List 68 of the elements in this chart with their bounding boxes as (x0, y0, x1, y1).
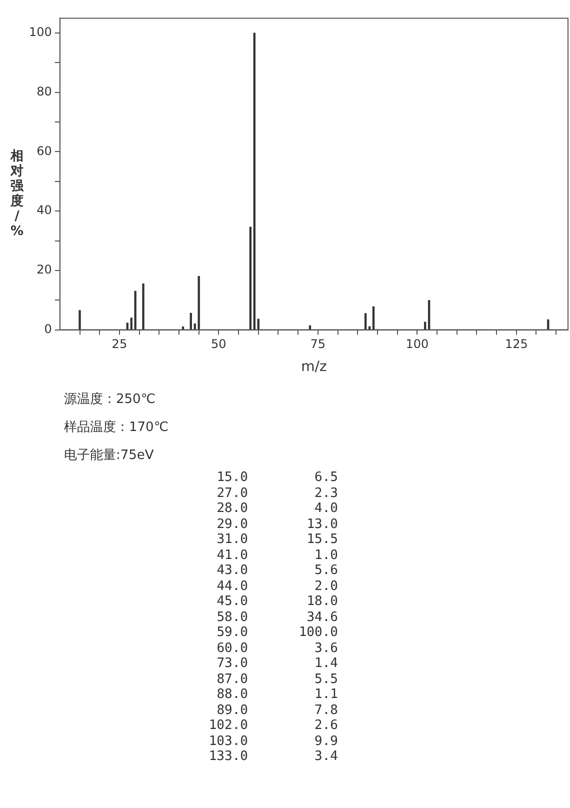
text: 1.0 (314, 548, 338, 563)
text: 4.0 (314, 501, 338, 516)
text: 13.0 (306, 516, 338, 532)
text: 9.9 (314, 734, 338, 749)
text: 7.8 (314, 702, 338, 718)
text: 41.0 (216, 548, 248, 563)
y-tick-label: 0 (44, 322, 52, 336)
text: 5.5 (314, 672, 338, 687)
bar (194, 324, 196, 330)
text: 103.0 (208, 734, 248, 749)
text: 3.6 (314, 640, 338, 656)
x-tick-label: 100 (406, 337, 429, 352)
bar (134, 290, 136, 330)
bar (78, 310, 81, 330)
text: 58.0 (216, 610, 248, 625)
text: 100.0 (298, 625, 338, 640)
text: 43.0 (216, 563, 248, 578)
text: 88.0 (216, 687, 248, 702)
text: 31.0 (216, 532, 248, 548)
x-tick-label: 50 (211, 337, 226, 352)
text: 6.5 (314, 470, 338, 486)
bar (198, 276, 200, 330)
text: 15.5 (306, 532, 338, 548)
text: 28.0 (216, 501, 248, 516)
text: 源温度：250℃ (64, 391, 156, 408)
bar (364, 313, 367, 330)
text: 3.4 (314, 749, 338, 764)
text: 2.3 (314, 486, 338, 501)
text: 133.0 (208, 749, 248, 764)
bar (190, 312, 192, 330)
bar (368, 326, 371, 330)
y-tick-label: 20 (36, 262, 52, 277)
text: 1.1 (314, 687, 338, 702)
text: 87.0 (216, 672, 248, 687)
text: 2.6 (314, 718, 338, 734)
text: 73.0 (216, 656, 248, 672)
y-tick-label: 100 (29, 25, 52, 40)
bar (547, 319, 550, 330)
bar (142, 283, 144, 330)
text: 60.0 (216, 640, 248, 656)
bar (253, 32, 256, 330)
x-axis-title: m/z (301, 359, 327, 376)
text: 27.0 (216, 486, 248, 501)
bar (249, 226, 252, 330)
text: 45.0 (216, 594, 248, 610)
y-axis-title: 相对强度/% (9, 149, 25, 239)
y-tick-label: 80 (36, 84, 52, 99)
text: 5.6 (314, 563, 338, 578)
text: 样品温度：170℃ (64, 419, 170, 436)
text: 29.0 (216, 516, 248, 532)
bar (428, 300, 430, 330)
text: 15.0 (216, 470, 248, 486)
text: 59.0 (216, 625, 248, 640)
bar (372, 306, 375, 330)
y-tick-label: 60 (36, 144, 52, 158)
x-tick-label: 25 (112, 337, 128, 352)
y-tick-label: 40 (36, 203, 52, 218)
text: 44.0 (216, 578, 248, 594)
bar (126, 322, 128, 330)
x-tick-label: 75 (310, 337, 326, 352)
text: 电子能量:75eV (64, 447, 155, 464)
text: 18.0 (306, 594, 338, 610)
text: 102.0 (208, 718, 248, 734)
text: 1.4 (314, 656, 338, 672)
x-tick-label: 125 (504, 337, 528, 352)
text: 89.0 (216, 702, 248, 718)
text: 2.0 (314, 578, 338, 594)
text: 34.6 (306, 610, 338, 625)
